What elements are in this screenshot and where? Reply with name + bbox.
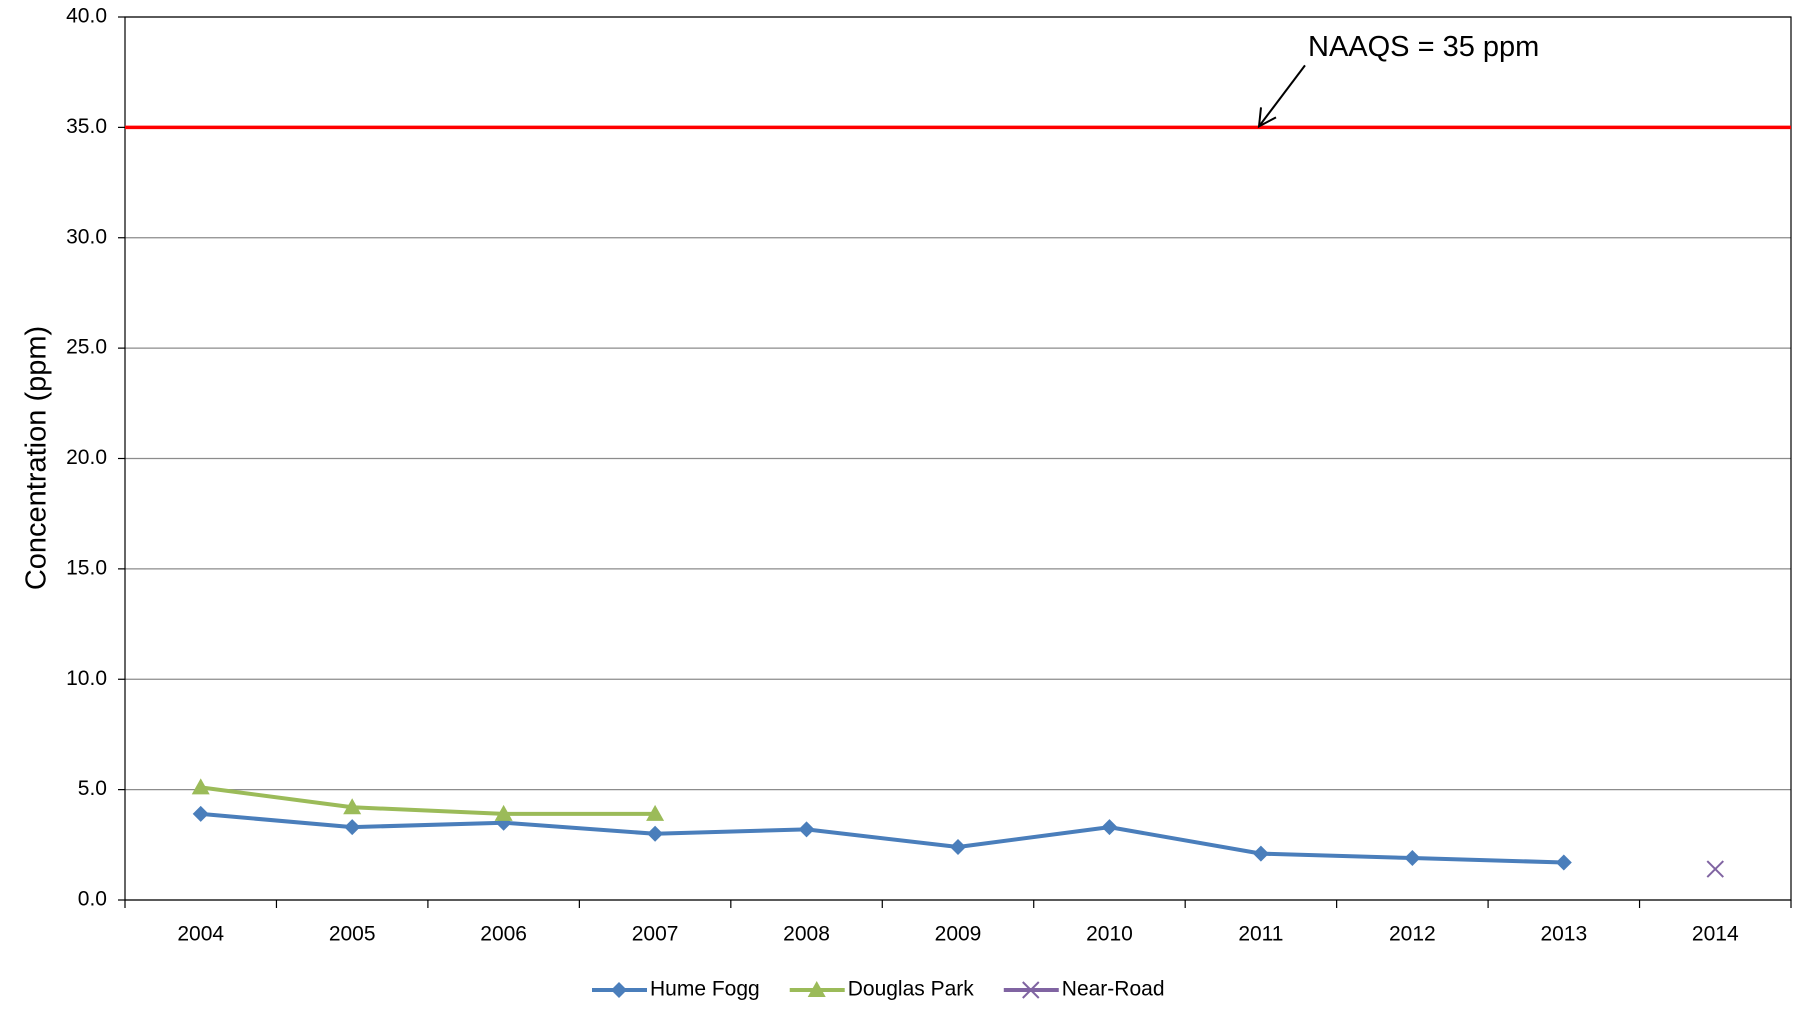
marker [191,778,210,795]
y-tick-label: 35.0 [66,115,107,138]
arrow-head [1257,107,1277,129]
x-tick-label: 2005 [329,923,376,946]
x-tick-label: 2010 [1086,923,1133,946]
series-line [200,811,1564,865]
marker [343,798,362,815]
y-tick-label: 5.0 [78,777,107,800]
marker [494,804,513,821]
marker [1101,819,1118,836]
x-tick-label: 2007 [632,923,679,946]
series-line [200,785,656,816]
plot-border [124,16,1792,901]
y-tick-label: 20.0 [66,446,107,469]
marker [1404,850,1421,867]
marker [1022,981,1040,999]
x-tick-label: 2009 [935,923,982,946]
marker [807,981,826,997]
y-tick-label: 10.0 [66,667,107,690]
y-axis-label: Concentration (ppm) [21,326,53,590]
x-tick-label: 2004 [177,923,224,946]
marker [646,804,665,821]
x-tick-label: 2006 [480,923,527,946]
x-tick-label: 2011 [1238,923,1283,946]
marker [798,821,815,838]
marker [1555,854,1572,871]
legend-label: Douglas Park [848,978,975,1001]
marker [192,805,209,822]
annotation-arrow [1258,64,1306,127]
marker [1252,845,1269,862]
marker [950,839,966,856]
legend-label: Hume Fogg [650,978,760,1001]
y-tick-label: 15.0 [66,556,107,579]
marker [647,825,664,842]
x-tick-label: 2008 [783,923,830,946]
y-tick-label: 30.0 [66,225,107,248]
y-tick-label: 40.0 [66,5,107,28]
x-tick-label: 2012 [1389,923,1436,946]
x-tick-label: 2014 [1692,923,1739,946]
y-tick-label: 0.0 [78,888,107,911]
legend-label: Near-Road [1062,978,1165,1001]
marker [1706,860,1724,878]
x-tick-label: 2013 [1540,923,1587,946]
marker [344,819,361,836]
annotation: NAAQS = 35 ppm [1308,31,1539,63]
marker [611,982,627,998]
y-tick-label: 25.0 [66,336,107,359]
